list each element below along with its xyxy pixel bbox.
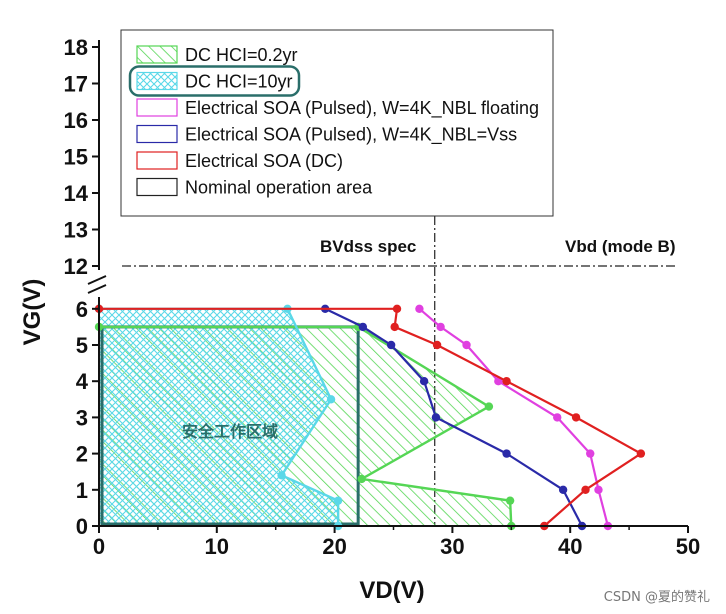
- axis-break-mark-1: [87, 275, 107, 285]
- legend-swatch-dc-hci-0.2yr: [136, 45, 178, 64]
- data-point-dc-hci-0.2yr-3: [484, 402, 494, 411]
- legend-swatch-electrical-soa-dc: [136, 151, 178, 170]
- y-tick-label: 14: [64, 181, 89, 206]
- data-point-electrical-soa-pulsed-w-4k-nbl-floating-2: [462, 340, 471, 350]
- legend-frame: [120, 29, 554, 217]
- data-point-dc-hci-10yr-2: [277, 471, 286, 480]
- series-line-electrical-soa-pulsed-w-4k-nbl-vss: [324, 307, 583, 527]
- y-tick-label: 2: [76, 442, 88, 467]
- legend-label-electrical-soa-pulsed-w-4k-nbl-vss: Electrical SOA (Pulsed), W=4K_NBL=Vss: [185, 125, 517, 146]
- y-axis-title: VG(V): [19, 279, 46, 346]
- data-point-electrical-soa-dc-4: [502, 377, 511, 386]
- data-point-dc-hci-10yr-3: [326, 395, 336, 404]
- y-tick-label: 18: [64, 35, 88, 60]
- legend-swatch-electrical-soa-pulsed-w-4k-nbl-floating: [136, 98, 178, 117]
- legend-swatch-electrical-soa-pulsed-w-4k-nbl-vss: [136, 124, 178, 144]
- x-axis-title: VD(V): [359, 577, 424, 604]
- x-tick-label: 50: [676, 534, 700, 559]
- series-line-dc-hci-0.2yr: [99, 325, 513, 527]
- data-point-dc-hci-0.2yr-1: [505, 496, 515, 505]
- data-point-electrical-soa-pulsed-w-4k-nbl-vss-5: [502, 449, 511, 458]
- data-point-electrical-soa-pulsed-w-4k-nbl-vss-6: [558, 485, 568, 494]
- data-point-electrical-soa-pulsed-w-4k-nbl-vss-1: [358, 322, 368, 332]
- data-point-electrical-soa-pulsed-w-4k-nbl-floating-4: [553, 413, 562, 422]
- series-lines: [94, 304, 646, 531]
- x-tick-label: 20: [322, 534, 346, 559]
- data-point-electrical-soa-dc-5: [571, 413, 581, 422]
- data-point-electrical-soa-pulsed-w-4k-nbl-floating-0: [415, 304, 424, 313]
- y-tick-label: 4: [76, 369, 89, 394]
- y-tick-label: 17: [64, 72, 88, 97]
- axis-break-mark-2: [87, 284, 107, 294]
- y-tick-label: 6: [76, 297, 88, 322]
- legend-highlight-outline: [128, 65, 301, 97]
- y-tick-label: 0: [76, 514, 88, 539]
- x-tick-label: 30: [440, 534, 464, 559]
- hci-regions: [99, 308, 512, 526]
- y-tick-label: 3: [76, 405, 88, 430]
- data-point-electrical-soa-dc-2: [390, 322, 399, 332]
- data-point-electrical-soa-pulsed-w-4k-nbl-vss-4: [431, 413, 441, 422]
- data-point-electrical-soa-pulsed-w-4k-nbl-vss-2: [386, 340, 396, 350]
- data-point-electrical-soa-dc-7: [581, 485, 590, 494]
- legend-label-dc-hci-0.2yr: DC HCI=0.2yr: [185, 45, 298, 65]
- data-point-electrical-soa-pulsed-w-4k-nbl-vss-3: [419, 377, 429, 386]
- legend-label-electrical-soa-pulsed-w-4k-nbl-floating: Electrical SOA (Pulsed), W=4K_NBL floati…: [185, 98, 539, 119]
- data-point-electrical-soa-dc-1: [392, 304, 402, 313]
- x-tick-label: 10: [205, 534, 229, 559]
- data-point-electrical-soa-pulsed-w-4k-nbl-floating-1: [436, 322, 445, 332]
- hci-10yr-hatch-region: [99, 308, 339, 526]
- legend-label-dc-hci-10yr: DC HCI=10yr: [185, 72, 293, 92]
- safe-operating-area-label: 安全工作区域: [182, 422, 278, 441]
- y-tick-label: 13: [64, 218, 88, 243]
- data-point-dc-hci-0.2yr-2: [357, 474, 366, 484]
- legend: DC HCI=0.2yr DC HCI=10yr Electrical SOA (P…: [120, 29, 554, 217]
- data-point-dc-hci-10yr-1: [333, 496, 343, 505]
- x-tick-label: 0: [93, 534, 105, 559]
- y-tick-label: 12: [64, 254, 88, 279]
- x-tick-label: 40: [558, 534, 582, 559]
- data-point-electrical-soa-dc-3: [432, 340, 442, 350]
- legend-label-nominal-operation-area: Nominal operation area: [185, 178, 373, 198]
- y-tick-label: 5: [76, 333, 88, 358]
- bvdss-spec-annotation: BVdss spec: [320, 237, 416, 256]
- legend-swatch-dc-hci-10yr: [136, 71, 178, 91]
- vbd-mode-b-annotation: Vbd (mode B): [565, 237, 676, 256]
- y-tick-label: 15: [64, 145, 88, 170]
- series-line-electrical-soa-pulsed-w-4k-nbl-floating: [418, 307, 609, 527]
- y-tick-label: 16: [64, 108, 88, 133]
- data-point-electrical-soa-dc-6: [636, 449, 646, 458]
- legend-label-electrical-soa-dc: Electrical SOA (DC): [185, 151, 343, 171]
- reference-lines: [122, 216, 675, 526]
- data-point-electrical-soa-pulsed-w-4k-nbl-floating-6: [594, 485, 603, 494]
- legend-swatch-nominal-operation-area: [136, 177, 178, 197]
- y-tick-label: 1: [76, 478, 88, 503]
- watermark: CSDN @夏的赞礼: [604, 589, 710, 605]
- data-point-electrical-soa-pulsed-w-4k-nbl-floating-5: [586, 449, 595, 458]
